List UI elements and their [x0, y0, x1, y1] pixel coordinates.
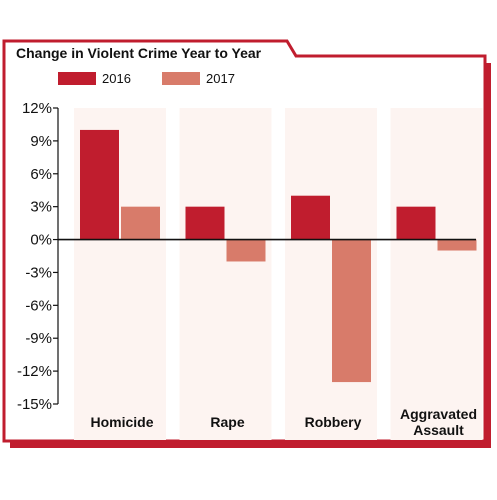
y-tick-label: 12%	[22, 100, 52, 117]
y-tick-label: 3%	[30, 199, 52, 216]
y-tick-label: 0%	[30, 232, 52, 249]
legend-swatch-2017	[162, 72, 200, 85]
bar-2016-robbery	[291, 195, 330, 240]
bar-2016-aggravated-assault	[396, 206, 436, 240]
y-tick-label: 6%	[30, 166, 52, 183]
bar-2017-robbery	[332, 239, 371, 383]
y-axis-ticks: 12% 9% 6% 3% 0% -3% -6% -9% -12% -15%	[17, 100, 58, 413]
bar-2017-rape	[226, 239, 266, 262]
y-tick-label: -3%	[25, 264, 52, 281]
legend-swatch-2016	[58, 72, 96, 85]
y-tick-label: -12%	[17, 363, 52, 380]
category-background	[179, 108, 272, 440]
y-tick-label: -15%	[17, 396, 52, 413]
category-label: Robbery	[305, 414, 362, 430]
bar-2017-homicide	[121, 206, 160, 240]
legend-label-2016: 2016	[102, 71, 131, 86]
chart-title: Change in Violent Crime Year to Year	[16, 45, 262, 61]
bar-2017-aggravated-assault	[437, 239, 477, 251]
y-tick-label: -6%	[25, 297, 52, 314]
category-label: Aggravated	[400, 406, 477, 422]
category-label: Assault	[413, 422, 464, 438]
category-background	[390, 108, 483, 440]
category-label: Homicide	[90, 414, 153, 430]
bar-2016-rape	[185, 206, 225, 240]
legend: 2016 2017	[58, 71, 235, 86]
bar-2016-homicide	[80, 129, 119, 240]
y-tick-label: -9%	[25, 330, 52, 347]
bars	[80, 129, 477, 383]
y-tick-label: 9%	[30, 133, 52, 150]
category-label: Rape	[210, 414, 244, 430]
legend-label-2017: 2017	[206, 71, 235, 86]
